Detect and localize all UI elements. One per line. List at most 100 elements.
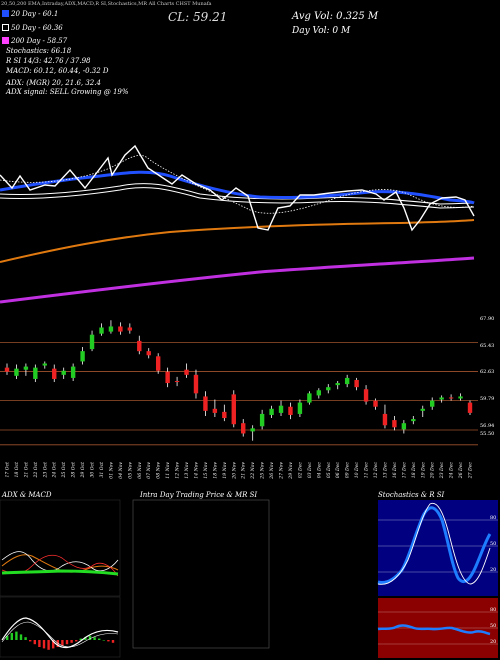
date-tick-label: 08 Nov: [156, 462, 162, 479]
candle: [165, 367, 170, 388]
candle: [448, 394, 454, 401]
candle: [33, 364, 38, 383]
date-tick-label: 16 Dec: [392, 462, 398, 479]
ema-purple-line: [0, 256, 475, 304]
candle-body: [61, 370, 66, 375]
candle-body: [42, 363, 47, 366]
date-tick-label: 11 Dec: [364, 462, 370, 479]
date-tick-label: 29 Nov: [288, 462, 294, 480]
candles-group: [4, 320, 473, 441]
candle: [89, 330, 95, 352]
ema20-label: 20 Day - 60.1: [11, 10, 59, 18]
date-tick-label: 21 Oct: [23, 462, 29, 479]
candle-body: [108, 326, 114, 332]
candle-body: [52, 368, 57, 379]
candle-body: [250, 428, 255, 432]
candle: [344, 374, 350, 388]
date-tick-label: 18 Dec: [411, 462, 417, 479]
date-tick-label: 01 Nov: [108, 462, 114, 479]
candle: [23, 363, 29, 376]
candle-body: [448, 397, 454, 399]
candle: [401, 420, 407, 434]
date-tick-label: 31 Oct: [99, 462, 105, 478]
macd-signal-line: [1, 621, 119, 648]
price-label-62: 62.63: [480, 369, 495, 375]
macd-hist-bar: [111, 640, 115, 643]
candle: [363, 385, 369, 405]
candle: [439, 395, 444, 403]
candle-body: [33, 367, 38, 379]
candle: [193, 369, 199, 399]
macd-hist-bar: [42, 640, 46, 649]
candle: [231, 390, 236, 428]
close-price-label: CL: 59.21: [168, 10, 228, 24]
candle-body: [430, 400, 435, 407]
rsi-label-50: 50: [490, 623, 497, 629]
candle: [14, 364, 19, 379]
candle-body: [401, 423, 407, 430]
date-tick-label: 23 Oct: [42, 462, 48, 479]
macd-readout: MACD: 60.12, 60.44, -0.32 D: [6, 67, 109, 75]
candle: [174, 376, 180, 387]
candle-body: [184, 369, 189, 375]
candle-body: [4, 367, 10, 372]
candle: [70, 363, 76, 381]
adx-line: [1, 554, 119, 573]
date-tick-label: 23 Dec: [439, 462, 445, 480]
macd-hist-bar: [61, 640, 64, 646]
candle-body: [203, 396, 208, 411]
date-tick-label: 18 Oct: [14, 462, 20, 478]
ema20-swatch: [2, 10, 9, 17]
macd-hist-bar: [52, 640, 55, 649]
candle: [222, 404, 227, 422]
macd-hist-bar: [6, 635, 9, 640]
date-tick-label: 27 Nov: [279, 462, 285, 480]
date-tick-label: 24 Dec: [449, 462, 455, 480]
candle: [382, 404, 388, 429]
date-tick-label: 03 Dec: [307, 462, 313, 479]
price-label-65: 65.43: [480, 343, 495, 349]
stoch-label-80: 80: [490, 515, 497, 521]
macd-hist-bar: [107, 640, 110, 642]
date-tick-label: 14 Nov: [193, 462, 199, 479]
candle-body: [354, 379, 359, 388]
average-volume-label: Avg Vol: 0.325 M: [292, 11, 379, 22]
stochastics-panel-bg: [378, 500, 498, 596]
date-tick-label: 21 Nov: [241, 462, 247, 480]
candle-body: [373, 400, 378, 407]
date-tick-label: 05 Nov: [127, 462, 133, 479]
candle-body: [269, 408, 274, 415]
macd-panel-frame: [0, 596, 121, 658]
macd-hist-bar: [10, 633, 13, 640]
candle: [108, 320, 114, 334]
candle: [137, 335, 142, 355]
candle: [52, 364, 57, 383]
macd-histogram: [6, 631, 115, 650]
date-tick-label: 26 Dec: [458, 462, 464, 480]
candle: [127, 323, 133, 334]
candle-body: [80, 351, 85, 362]
candle-body: [288, 406, 293, 415]
candle: [411, 415, 416, 425]
date-tick-label: 22 Oct: [33, 462, 39, 479]
candle-body: [344, 377, 350, 385]
ema20-line: [0, 170, 475, 205]
price-dotted-line: [0, 155, 475, 214]
adx-readout: ADX: (MGR) 20, 21.6, 32.4: [6, 79, 101, 87]
rsi-panel-bg: [378, 598, 498, 658]
candle: [80, 347, 85, 365]
date-tick-label: 19 Dec: [420, 462, 426, 479]
adx-panel-frame: [0, 499, 121, 597]
stoch-k-line: [377, 506, 492, 584]
candle: [250, 425, 255, 441]
candle-body: [307, 393, 312, 403]
macd-hist-bar: [24, 637, 27, 640]
candle-body: [118, 326, 123, 332]
ema50-swatch: [2, 24, 9, 31]
rsi-readout: R SI 14/3: 42.76 / 37.98: [6, 57, 91, 65]
candle: [241, 419, 246, 437]
macd-hist-bar: [93, 637, 96, 640]
date-tick-label: 06 Dec: [335, 462, 341, 479]
date-tick-label: 07 Nov: [146, 462, 152, 479]
candle-body: [222, 411, 227, 419]
